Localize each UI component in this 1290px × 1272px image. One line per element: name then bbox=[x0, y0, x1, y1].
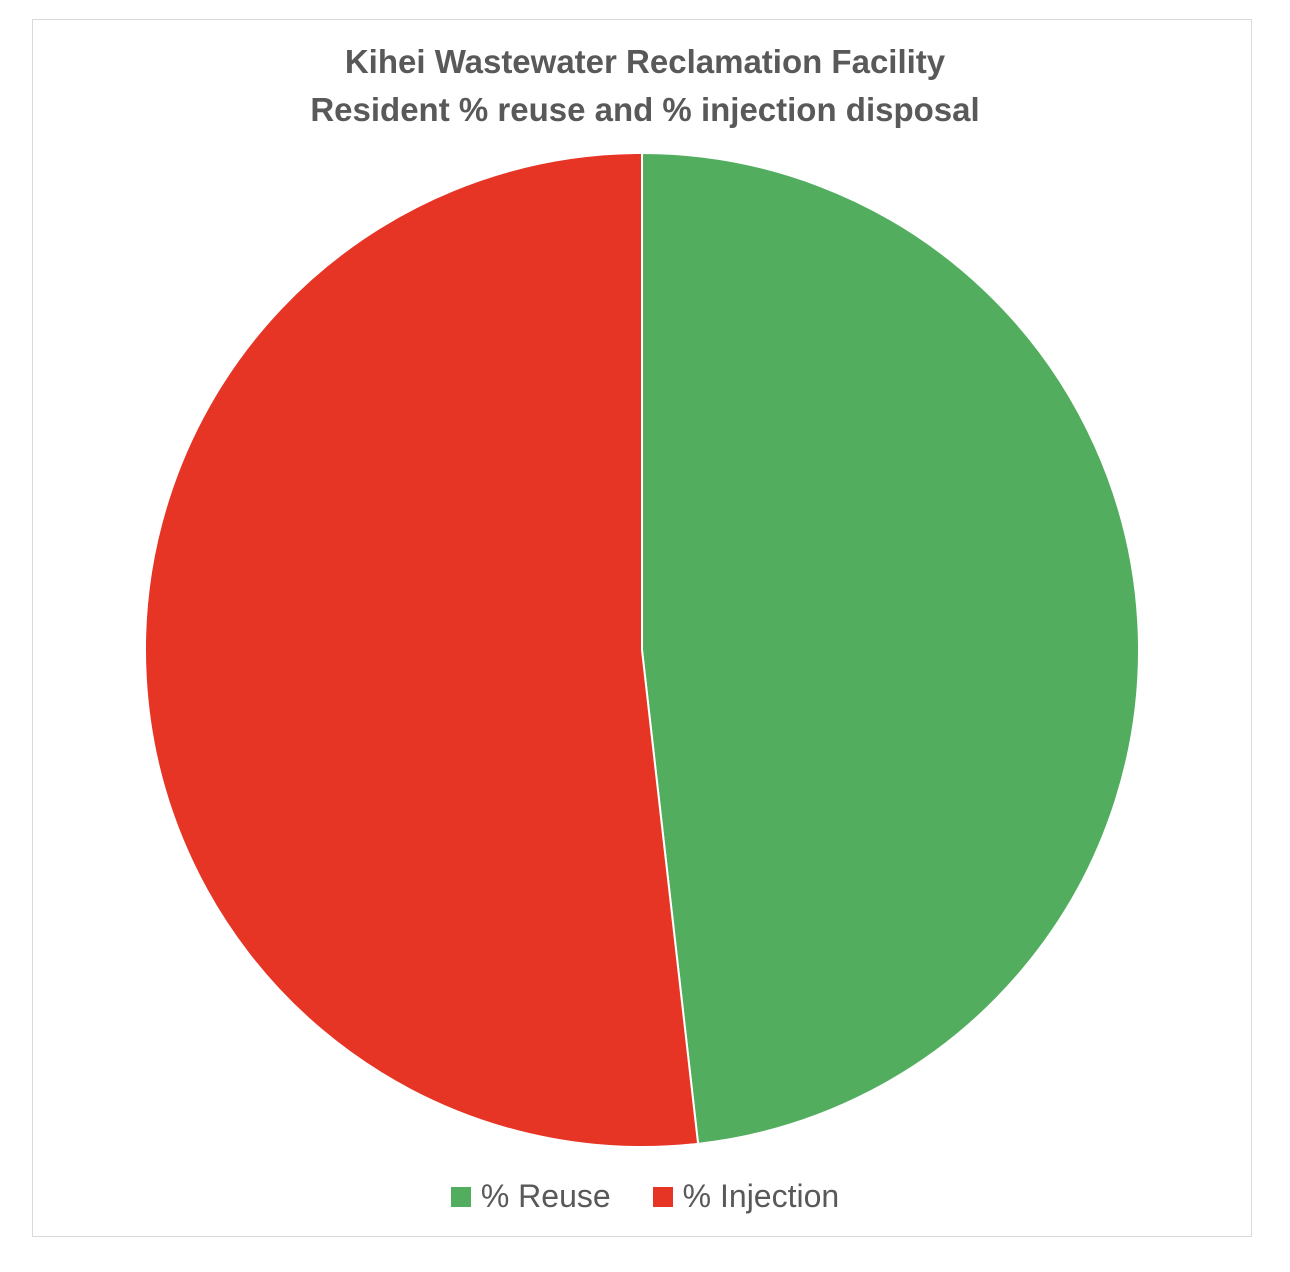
pie-slice-reuse bbox=[641, 152, 1140, 1145]
legend-item-reuse: % Reuse bbox=[450, 1178, 611, 1215]
legend-swatch-reuse bbox=[450, 1186, 471, 1207]
legend-swatch-injection bbox=[652, 1186, 673, 1207]
legend-label-reuse: % Reuse bbox=[480, 1178, 611, 1214]
legend-label-injection: % Injection bbox=[682, 1178, 840, 1214]
pie-slice-injection bbox=[144, 152, 700, 1148]
chart-title-line-1: Kihei Wastewater Reclamation Facility bbox=[344, 43, 946, 80]
legend: % Reuse % Injection bbox=[0, 1178, 1290, 1215]
chart-title-line-2: Resident % reuse and % injection disposa… bbox=[310, 91, 980, 128]
legend-item-injection: % Injection bbox=[652, 1178, 840, 1215]
